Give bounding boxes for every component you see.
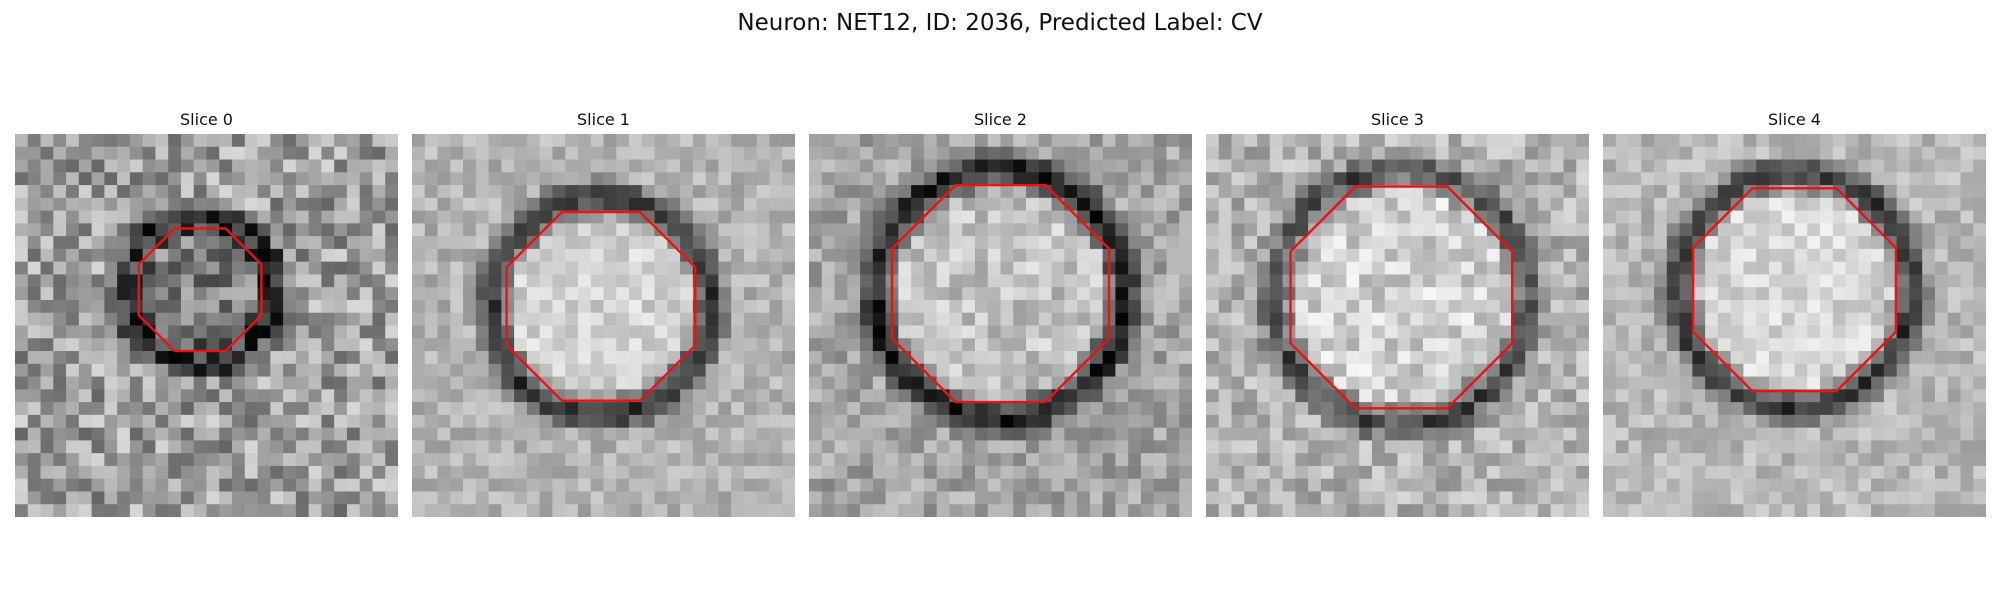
slice-image: [809, 134, 1192, 517]
segmentation-contour: [1289, 185, 1514, 410]
segmentation-contour: [890, 183, 1111, 404]
slice-title: Slice 2: [974, 110, 1027, 129]
slice-panel-3: Slice 3: [1206, 108, 1589, 517]
slice-panel-2: Slice 2: [809, 108, 1192, 517]
slice-image: [1206, 134, 1589, 517]
slice-image: [15, 134, 398, 517]
slice-title: Slice 0: [180, 110, 233, 129]
segmentation-contour: [137, 227, 263, 353]
slice-title: Slice 1: [577, 110, 630, 129]
slice-title: Slice 3: [1371, 110, 1424, 129]
slice-title: Slice 4: [1768, 110, 1821, 129]
figure-title: Neuron: NET12, ID: 2036, Predicted Label…: [737, 10, 1263, 36]
slice-panel-1: Slice 1: [412, 108, 795, 517]
slice-image: [412, 134, 795, 517]
segmentation-contour: [1691, 187, 1898, 393]
segmentation-contour: [505, 210, 697, 402]
slice-panel-4: Slice 4: [1603, 108, 1986, 517]
slice-image: [1603, 134, 1986, 517]
slice-panel-0: Slice 0: [15, 108, 398, 517]
